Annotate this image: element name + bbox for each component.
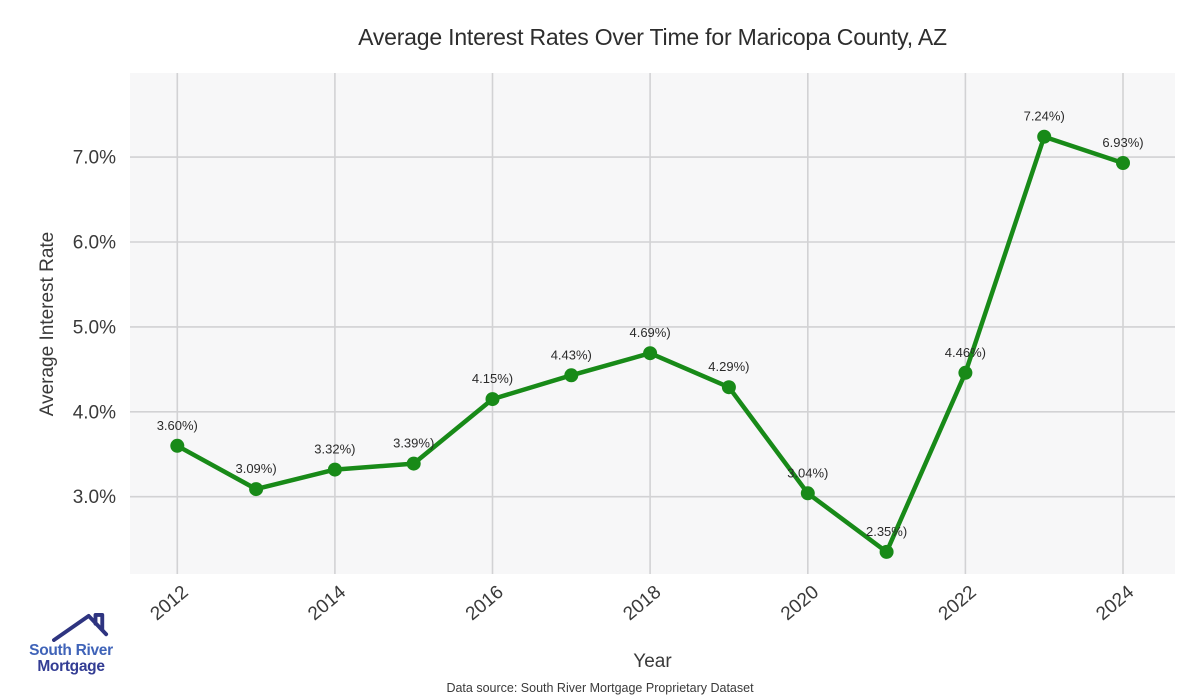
data-point: [564, 368, 579, 383]
y-tick-label: 5.0%: [73, 317, 116, 338]
south-river-mortgage-logo: South River Mortgage: [20, 613, 122, 674]
x-tick-label: 2016: [462, 582, 508, 625]
point-label: 2.35%): [866, 524, 907, 539]
data-point: [643, 346, 658, 361]
y-tick-label: 3.0%: [73, 487, 116, 508]
x-tick-label: 2014: [304, 581, 350, 625]
point-label: 4.46%): [945, 345, 986, 360]
data-point: [1116, 156, 1130, 170]
point-label: 6.93%): [1102, 135, 1143, 150]
logo-text-line2: Mortgage: [37, 657, 105, 675]
point-label: 3.09%): [235, 461, 276, 476]
x-tick-label: 2020: [777, 582, 823, 625]
x-tick-label: 2024: [1092, 581, 1138, 625]
point-label: 4.43%): [551, 347, 592, 362]
data-point: [721, 380, 736, 395]
x-tick-label: 2022: [935, 582, 981, 625]
data-point: [170, 438, 185, 453]
point-label: 4.29%): [708, 359, 749, 374]
point-label: 4.69%): [629, 325, 670, 340]
point-label: 3.60%): [157, 418, 198, 433]
data-point: [327, 462, 342, 477]
y-tick-label: 4.0%: [73, 402, 116, 423]
chart-title: Average Interest Rates Over Time for Mar…: [358, 24, 947, 50]
y-axis-title: Average Interest Rate: [37, 231, 58, 417]
logo-text-line1: South River: [29, 642, 113, 659]
y-tick-label: 6.0%: [73, 233, 116, 254]
data-point: [1037, 129, 1052, 144]
data-point: [958, 365, 973, 380]
x-axis-title: Year: [633, 651, 672, 672]
plot-area: [130, 73, 1175, 574]
data-point: [485, 392, 500, 407]
point-label: 3.32%): [314, 442, 355, 457]
point-label: 3.04%): [787, 465, 828, 480]
data-point: [406, 456, 421, 471]
point-label: 3.39%): [393, 436, 434, 451]
point-label: 7.24%): [1024, 109, 1065, 124]
data-point: [879, 544, 894, 559]
y-tick-label: 7.0%: [73, 148, 116, 169]
data-source-note: Data source: South River Mortgage Propri…: [446, 681, 754, 695]
x-tick-label: 2018: [619, 582, 665, 625]
data-point: [800, 486, 815, 501]
house-roof-icon: [52, 613, 109, 642]
data-point: [249, 482, 264, 497]
point-label: 4.15%): [472, 371, 513, 386]
x-tick-label: 2012: [147, 582, 193, 625]
